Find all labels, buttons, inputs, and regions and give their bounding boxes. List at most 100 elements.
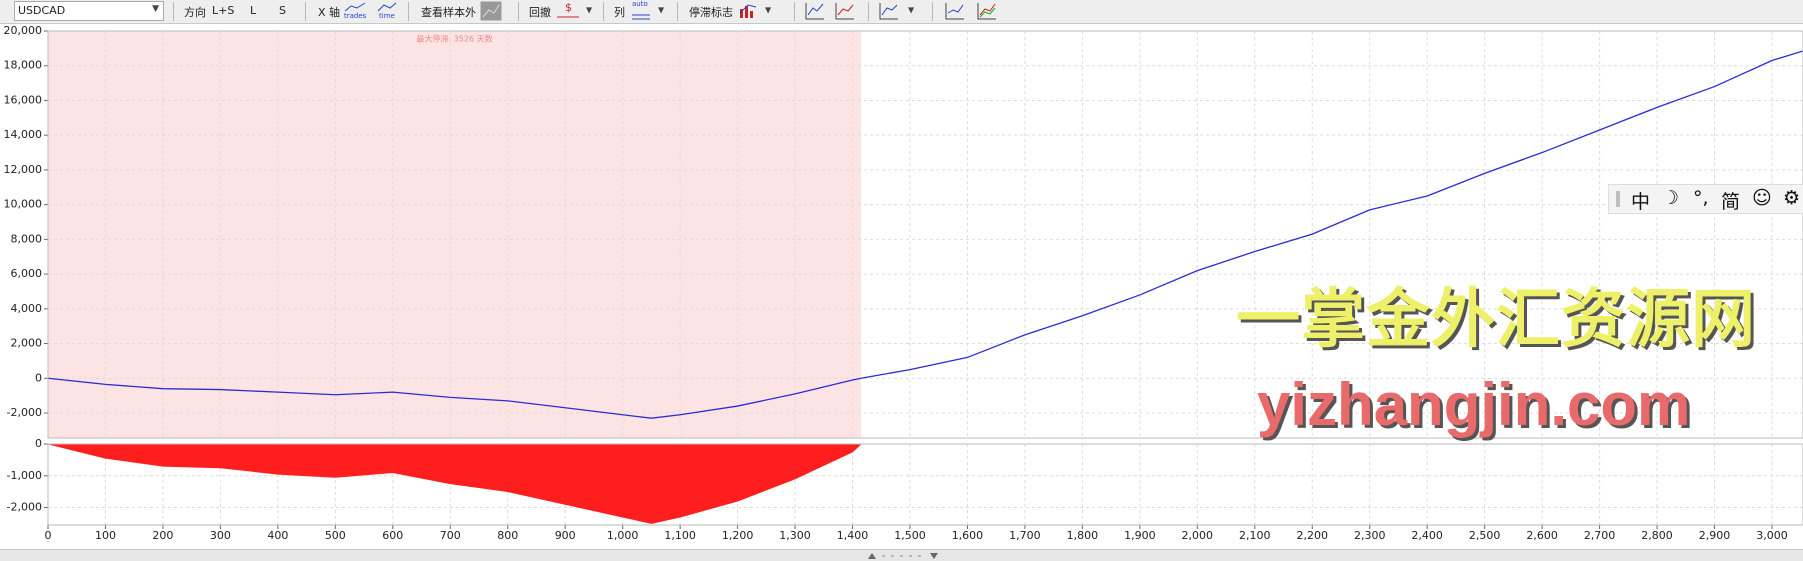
y-tick-label: 0 [35, 437, 42, 450]
plot-line: 最大停滞: 3526 天数 -2,000 0 2,000 4,000 6,000 8,000… [4, 24, 1803, 438]
ime-button[interactable]: ☺ [1752, 187, 1772, 209]
drawdown-label: 回撤 [529, 6, 551, 19]
y-tick-label: 16,000 [4, 93, 43, 106]
x-tick-label: 200 [152, 529, 173, 542]
separator [408, 2, 409, 21]
ime-grip [1616, 191, 1620, 207]
separator [518, 2, 519, 21]
column-option[interactable]: auto [632, 0, 648, 8]
trades-icon[interactable] [343, 1, 369, 13]
symbol: USDCAD [18, 4, 66, 17]
chart-icon[interactable] [834, 1, 856, 21]
separator [932, 2, 933, 21]
x-tick-label: 1,300 [779, 529, 811, 542]
x-tick-label: 1,900 [1124, 529, 1156, 542]
status-bar [0, 549, 1803, 561]
x-tick-label: 100 [95, 529, 116, 542]
highlight-region [48, 31, 862, 438]
stagnation-label: 停滞标志 [689, 6, 733, 19]
direction-option[interactable]: L [250, 4, 257, 17]
x-tick-label: 500 [325, 529, 346, 542]
y-tick-label: -1,000 [7, 469, 42, 482]
x-tick-label: 1,500 [894, 529, 926, 542]
y-tick-label: 18,000 [4, 59, 43, 72]
x-tick-label: 400 [267, 529, 288, 542]
y-tick-label: 10,000 [4, 198, 43, 211]
svg-text:▼: ▼ [908, 6, 915, 15]
annotation: 最大停滞: 3526 天数 [416, 34, 492, 44]
x-tick-label: 800 [497, 529, 518, 542]
ime-button[interactable]: 中 [1631, 191, 1651, 213]
separator [305, 2, 306, 21]
x-tick-label: 600 [382, 529, 403, 542]
y-tick-label: -2,000 [7, 406, 42, 419]
x-tick-label: 1,100 [664, 529, 696, 542]
y-tick-label: 0 [35, 371, 42, 384]
ime-button[interactable]: °, [1693, 187, 1709, 209]
y-tick-label: 12,000 [4, 163, 43, 176]
stagnation-select[interactable]: ▼ [738, 1, 778, 21]
x-axis-label: X 轴 [318, 6, 341, 19]
x-tick-label: 1,700 [1009, 529, 1041, 542]
x-tick-label: 2,900 [1699, 529, 1731, 542]
time-icon[interactable] [376, 1, 400, 13]
chart-icon[interactable] [804, 1, 826, 21]
x-tick-label: 3,000 [1756, 529, 1788, 542]
plot-area: -2,000 -1,000 0 0 100 200 300 400 500 600 700 800 90… [7, 437, 1803, 542]
drawdown-select[interactable]: $ ▼ [555, 1, 595, 21]
x-tick-label: 2,000 [1182, 529, 1214, 542]
dropdown-arrow: ▼ [152, 4, 159, 14]
x-axis-option[interactable]: time [379, 12, 395, 20]
y-tick-label: 4,000 [11, 302, 43, 315]
watermark-title: 一掌金外汇资源网 [1236, 283, 1756, 357]
y-tick-label: -2,000 [7, 501, 42, 514]
x-tick-label: 1,800 [1067, 529, 1099, 542]
y-tick-label: 2,000 [11, 337, 43, 350]
chart-icon[interactable]: ▼ [878, 1, 918, 21]
x-tick-label: 1,600 [952, 529, 984, 542]
out-of-sample-icon[interactable] [480, 1, 502, 21]
y-tick-label: 14,000 [4, 128, 43, 141]
bottom-plot-frame [47, 443, 1803, 526]
x-tick-label: 0 [45, 529, 52, 542]
ime-button[interactable]: ⚙ [1783, 187, 1801, 209]
x-tick-label: 900 [555, 529, 576, 542]
x-tick-label: 2,600 [1526, 529, 1558, 542]
column-select[interactable]: ▼ [628, 1, 668, 21]
watermark-url: yizhangjin.com [1257, 371, 1691, 438]
direction-option[interactable]: S [279, 4, 286, 17]
chart-icon[interactable] [944, 1, 966, 21]
x-axis-option[interactable]: trades [344, 12, 367, 20]
top-plot-frame [47, 30, 1803, 439]
y-tick-label: 6,000 [11, 267, 43, 280]
x-tick-label: 700 [440, 529, 461, 542]
x-tick-label: 1,000 [607, 529, 639, 542]
separator [677, 2, 678, 21]
x-tick-label: 2,300 [1354, 529, 1386, 542]
svg-text:▼: ▼ [658, 6, 665, 15]
separator [868, 2, 869, 21]
ime-button[interactable]: 简 [1721, 191, 1741, 213]
separator [794, 2, 795, 21]
toolbar: USDCAD ▼ 方向 L+S L S X 轴 trades time 查看样本外… [0, 0, 1803, 24]
x-tick-label: 2,100 [1239, 529, 1271, 542]
x-tick-label: 300 [210, 529, 231, 542]
y-tick-label: 20,000 [4, 24, 43, 37]
x-tick-label: 1,200 [722, 529, 754, 542]
svg-text:▼: ▼ [586, 6, 593, 15]
x-tick-label: 1,400 [837, 529, 869, 542]
x-tick-label: 2,500 [1469, 529, 1501, 542]
ime-toolbar: 中 ☽ °, 简 ☺ ⚙ [1608, 184, 1803, 214]
separator [603, 2, 604, 21]
ime-button[interactable]: ☽ [1662, 187, 1680, 209]
direction-option[interactable]: L+S [212, 4, 235, 17]
x-tick-label: 2,700 [1584, 529, 1616, 542]
y-tick-label: 8,000 [11, 232, 43, 245]
x-tick-label: 2,200 [1296, 529, 1328, 542]
splitter-handle[interactable] [866, 551, 966, 561]
out-of-sample-button[interactable]: 查看样本外 [421, 6, 476, 19]
symbol-select[interactable]: USDCAD ▼ [14, 1, 164, 21]
chart-icon[interactable] [976, 1, 998, 21]
